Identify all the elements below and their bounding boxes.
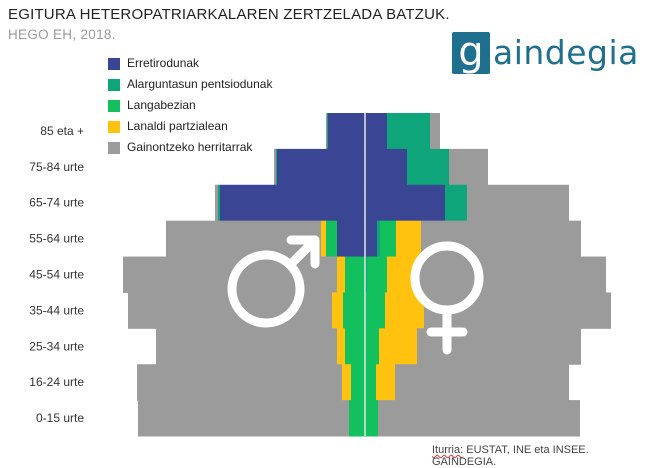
source-label: Iturria: xyxy=(432,444,464,456)
bar-female-gainontzeko-herritarrak-65-74-urte xyxy=(467,184,569,222)
legend-label: Alarguntasun pentsiodunak xyxy=(127,77,273,91)
logo-mark-box: g xyxy=(452,32,490,74)
bar-male-langabezian-35-44-urte xyxy=(343,292,365,329)
bar-female-gainontzeko-herritarrak-45-54-urte xyxy=(418,256,606,293)
bar-male-gainontzeko-herritarrak-75-84-urte xyxy=(274,148,276,186)
bar-female-gainontzeko-herritarrak-16-24-urte xyxy=(395,364,569,401)
bar-female-alarguntasun-pentsiodunak-45-54-urte xyxy=(365,256,367,293)
bar-male-erretirodunak-85-eta- xyxy=(328,113,365,150)
bar-female-gainontzeko-herritarrak-55-64-urte xyxy=(421,220,581,258)
bar-female-lanaldi-partzialean-55-64-urte xyxy=(396,220,421,258)
bar-male-lanaldi-partzialean-16-24-urte xyxy=(342,364,351,401)
gender-symbols-layer xyxy=(227,235,484,355)
bar-male-gainontzeko-herritarrak-0-15-urte xyxy=(138,400,349,437)
bar-female-alarguntasun-pentsiodunak-75-84-urte xyxy=(407,148,449,186)
chart-title: EGITURA HETEROPATRIARKALAREN ZERTZELADA … xyxy=(8,6,450,23)
male-symbol-icon xyxy=(227,235,320,328)
female-symbol-icon xyxy=(410,241,484,355)
bar-female-alarguntasun-pentsiodunak-65-74-urte xyxy=(445,184,467,222)
legend-swatch xyxy=(108,142,120,154)
legend-label: Erretirodunak xyxy=(127,56,200,70)
bar-male-alarguntasun-pentsiodunak-85-eta- xyxy=(327,113,328,150)
bar-male-gainontzeko-herritarrak-25-34-urte xyxy=(156,328,337,365)
bar-female-gainontzeko-herritarrak-0-15-urte xyxy=(378,400,580,437)
age-labels-layer: 85 eta + 75-84 urte 65-74 urte 55-64 urte 45… xyxy=(29,124,84,425)
bar-female-gainontzeko-herritarrak-85-eta- xyxy=(430,113,440,150)
bar-male-gainontzeko-herritarrak-65-74-urte xyxy=(215,184,218,222)
age-label-0-15-urte: 0-15 urte xyxy=(36,411,84,425)
bar-female-langabezian-45-54-urte xyxy=(367,256,387,293)
bars-layer xyxy=(123,113,611,437)
bar-male-alarguntasun-pentsiodunak-75-84-urte xyxy=(276,148,277,186)
bar-female-alarguntasun-pentsiodunak-55-64-urte xyxy=(377,220,380,258)
bar-female-langabezian-25-34-urte xyxy=(365,328,379,365)
legend-label: Langabezian xyxy=(127,98,196,112)
age-label-25-34-urte: 25-34 urte xyxy=(29,339,84,353)
bar-female-erretirodunak-85-eta- xyxy=(365,113,387,150)
bar-female-lanaldi-partzialean-16-24-urte xyxy=(376,364,395,401)
legend-swatch xyxy=(108,100,120,112)
bar-male-erretirodunak-75-84-urte xyxy=(277,148,365,186)
bar-male-langabezian-45-54-urte xyxy=(345,256,365,293)
bar-female-erretirodunak-55-64-urte xyxy=(365,220,377,258)
bar-male-langabezian-16-24-urte xyxy=(351,364,365,401)
age-label-65-74-urte: 65-74 urte xyxy=(29,196,84,210)
age-label-75-84-urte: 75-84 urte xyxy=(29,160,84,174)
bar-female-langabezian-55-64-urte xyxy=(380,220,396,258)
bar-male-lanaldi-partzialean-35-44-urte xyxy=(332,292,343,329)
bar-female-erretirodunak-75-84-urte xyxy=(365,148,407,186)
bar-female-langabezian-0-15-urte xyxy=(365,400,378,437)
bar-male-langabezian-25-34-urte xyxy=(345,328,365,365)
logo-mark-letter: g xyxy=(458,29,484,75)
bar-male-erretirodunak-65-74-urte xyxy=(220,184,365,222)
age-label-55-64-urte: 55-64 urte xyxy=(29,232,84,246)
bar-female-lanaldi-partzialean-25-34-urte xyxy=(379,328,417,365)
age-label-16-24-urte: 16-24 urte xyxy=(29,375,84,389)
bar-male-langabezian-0-15-urte xyxy=(349,400,365,437)
logo-wordmark: aindegia xyxy=(493,33,639,72)
age-label-45-54-urte: 45-54 urte xyxy=(29,268,84,282)
bar-male-erretirodunak-55-64-urte xyxy=(337,220,365,258)
source-note: Iturria: EUSTAT, INE eta INSEE. GAINDEGI… xyxy=(432,444,650,468)
bar-female-langabezian-16-24-urte xyxy=(365,364,376,401)
legend-swatch xyxy=(108,79,120,91)
gaindegia-logo: g aindegia xyxy=(452,32,638,76)
bar-male-lanaldi-partzialean-55-64-urte xyxy=(321,220,326,258)
bar-male-lanaldi-partzialean-25-34-urte xyxy=(337,328,345,365)
bar-male-gainontzeko-herritarrak-85-eta- xyxy=(326,113,327,150)
bar-female-erretirodunak-65-74-urte xyxy=(365,184,445,222)
legend-label: Gainontzeko herritarrak xyxy=(127,140,253,154)
legend-label: Lanaldi partzialean xyxy=(127,119,228,133)
bar-female-gainontzeko-herritarrak-75-84-urte xyxy=(449,148,488,186)
bar-male-gainontzeko-herritarrak-16-24-urte xyxy=(137,364,342,401)
chart-subtitle: HEGO EH, 2018. xyxy=(8,27,116,42)
age-label-85-eta-: 85 eta + xyxy=(40,124,84,138)
legend-swatch xyxy=(108,121,120,133)
legend-swatch xyxy=(108,58,120,70)
bar-male-lanaldi-partzialean-45-54-urte xyxy=(337,256,345,293)
bar-female-alarguntasun-pentsiodunak-85-eta- xyxy=(387,113,430,150)
bar-female-langabezian-35-44-urte xyxy=(365,292,385,329)
age-label-35-44-urte: 35-44 urte xyxy=(29,303,84,317)
bar-male-alarguntasun-pentsiodunak-65-74-urte xyxy=(218,184,220,222)
bar-male-langabezian-55-64-urte xyxy=(326,220,337,258)
